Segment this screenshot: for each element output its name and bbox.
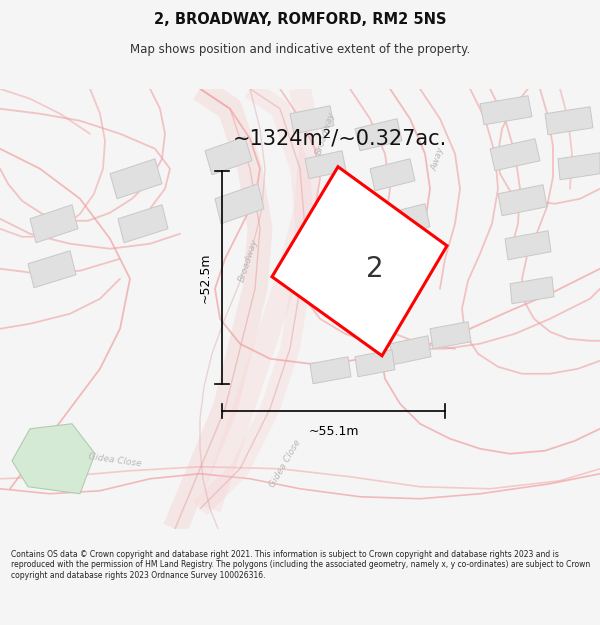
Polygon shape	[430, 322, 471, 349]
Text: Broadway: Broadway	[237, 238, 259, 284]
Polygon shape	[310, 357, 351, 384]
Text: Gidea Close: Gidea Close	[268, 438, 302, 489]
Text: Away: Away	[430, 146, 446, 172]
Polygon shape	[498, 185, 547, 216]
Polygon shape	[390, 336, 431, 365]
Text: Map shows position and indicative extent of the property.: Map shows position and indicative extent…	[130, 43, 470, 56]
Polygon shape	[490, 139, 540, 171]
Polygon shape	[505, 231, 551, 260]
Polygon shape	[545, 107, 593, 135]
Text: ~55.1m: ~55.1m	[308, 425, 359, 438]
Polygon shape	[510, 277, 554, 304]
Text: 2, BROADWAY, ROMFORD, RM2 5NS: 2, BROADWAY, ROMFORD, RM2 5NS	[154, 12, 446, 27]
Text: Gidea Close: Gidea Close	[88, 452, 142, 469]
Polygon shape	[290, 106, 334, 134]
Text: 2: 2	[366, 255, 383, 283]
Text: ~1324m²/~0.327ac.: ~1324m²/~0.327ac.	[233, 129, 447, 149]
Polygon shape	[558, 152, 600, 180]
Polygon shape	[12, 424, 95, 494]
Text: Broadway: Broadway	[314, 111, 336, 156]
Polygon shape	[205, 137, 252, 175]
Polygon shape	[215, 184, 264, 224]
Polygon shape	[30, 205, 78, 242]
Polygon shape	[355, 119, 402, 151]
Polygon shape	[355, 350, 395, 377]
Polygon shape	[118, 205, 168, 242]
Text: Contains OS data © Crown copyright and database right 2021. This information is : Contains OS data © Crown copyright and d…	[11, 550, 590, 580]
Polygon shape	[385, 204, 430, 237]
Polygon shape	[28, 251, 76, 288]
Polygon shape	[110, 159, 162, 199]
Polygon shape	[390, 245, 432, 276]
Polygon shape	[370, 159, 415, 191]
Polygon shape	[305, 151, 346, 179]
Polygon shape	[272, 167, 447, 356]
Text: ~52.5m: ~52.5m	[199, 252, 212, 302]
Polygon shape	[480, 96, 532, 125]
